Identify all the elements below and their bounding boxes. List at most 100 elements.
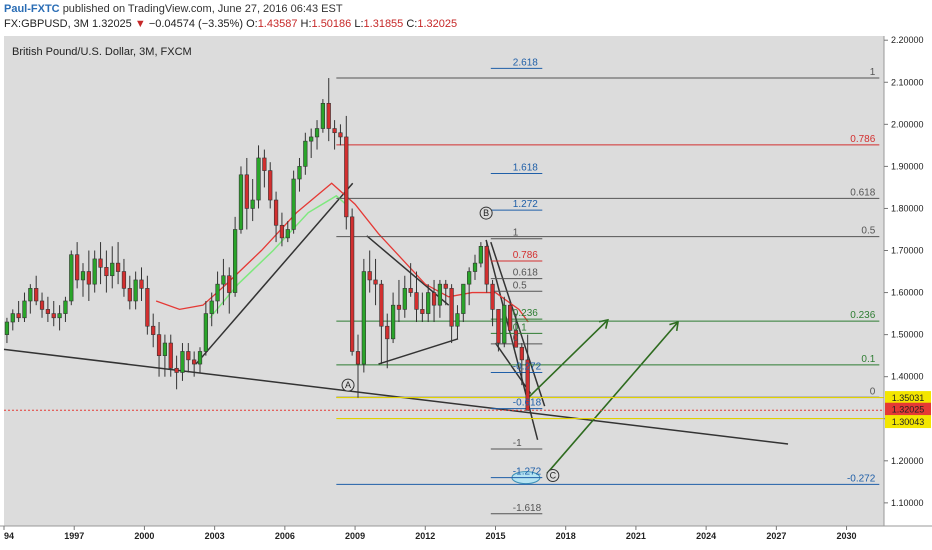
candle-body <box>461 283 466 314</box>
candle-body <box>233 229 238 293</box>
candle-body <box>215 283 220 302</box>
x-tick-label: 2018 <box>556 531 576 541</box>
price-tag-label: 1.35031 <box>892 393 925 403</box>
candle-body <box>69 254 74 302</box>
candle-body <box>519 346 524 361</box>
candle-body <box>209 300 214 314</box>
fib-ext-label: 0.1 <box>513 322 527 333</box>
rising-trendline <box>195 182 354 365</box>
fib-ext-label: -0.618 <box>513 398 542 409</box>
candle-body <box>75 254 80 281</box>
published-text: published on TradingView.com, June 27, 2… <box>62 3 343 15</box>
candle-body <box>332 128 337 134</box>
candle-body <box>262 157 267 171</box>
x-axis[interactable]: 94 1997 2000 2003 2006 2009 2012 2015 2018 2021 20… <box>3 526 857 541</box>
high-value: 1.50186 <box>311 18 352 30</box>
candle-body <box>513 330 519 348</box>
candle-body <box>443 283 448 289</box>
candle-body <box>420 309 425 314</box>
x-tick-label: 2000 <box>134 531 154 541</box>
y-tick-label: 1.80000 <box>891 203 924 213</box>
candle-body <box>110 262 115 277</box>
candle-body <box>197 351 203 365</box>
candle-body <box>80 271 86 281</box>
x-tick-label: 2006 <box>275 531 295 541</box>
x-tick-label: 2024 <box>696 531 716 541</box>
candle-body <box>314 128 320 138</box>
price-tag-label: 1.30043 <box>892 417 925 427</box>
candle-body <box>28 288 33 302</box>
y-tick-label: 1.20000 <box>891 456 924 466</box>
candle-body <box>338 132 343 138</box>
fib-ext-label: 0 <box>513 333 519 344</box>
y-axis[interactable]: 2.20000 2.10000 2.00000 1.90000 1.80000 1.700… <box>884 35 924 508</box>
candle-body <box>238 174 244 230</box>
y-tick-label: 2.00000 <box>891 119 924 129</box>
candle-body <box>320 102 325 129</box>
x-tick-label: 2030 <box>837 531 857 541</box>
candle-body <box>396 304 402 310</box>
candle-body <box>408 288 413 293</box>
candle-body <box>402 288 407 310</box>
x-tick-label: 2003 <box>205 531 225 541</box>
y-tick-label: 2.10000 <box>891 77 924 87</box>
candle-body <box>139 279 144 289</box>
price-tag-label: 1.32025 <box>892 405 925 415</box>
candle-body <box>121 271 127 289</box>
author-name[interactable]: Paul-FXTC <box>4 3 60 15</box>
candle-body <box>350 216 355 352</box>
candle-body <box>244 174 249 209</box>
publish-line: Paul-FXTC published on TradingView.com, … <box>4 3 343 15</box>
candle-body <box>478 246 483 264</box>
low-value: 1.31855 <box>363 18 404 30</box>
x-tick-label: 94 <box>4 531 14 541</box>
labels-layer: 10.7860.6180.50.2360.10-0.2722.6181.6181… <box>341 57 876 514</box>
candle-body <box>133 279 138 302</box>
candle-body <box>309 136 314 142</box>
candle-body <box>355 351 361 365</box>
price-tag-box <box>885 391 931 405</box>
candle-body <box>22 300 27 319</box>
fib-level-label: 1 <box>870 67 876 78</box>
candle-body <box>379 283 384 327</box>
plot-area[interactable] <box>4 36 884 526</box>
point-label-b: B <box>483 208 489 218</box>
candle-body <box>496 309 501 344</box>
ma-red-line <box>155 182 529 323</box>
chart-title: British Pound/U.S. Dollar, 3M, FXCM <box>12 46 192 58</box>
close-label: C: <box>406 18 418 30</box>
change-value: −0.04574 (−3.35%) <box>148 18 243 30</box>
fib-ext-label: 0.786 <box>513 250 538 261</box>
high-label: H: <box>300 18 312 30</box>
fib-level-label: -0.272 <box>847 473 876 484</box>
y-tick-label: 1.10000 <box>891 498 924 508</box>
fib-ext-label: -1.272 <box>513 467 542 478</box>
candle-body <box>162 342 168 356</box>
price-chart[interactable]: 10.7860.6180.50.2360.10-0.2722.6181.6181… <box>0 34 932 550</box>
fib-ext-label: 1 <box>513 228 519 239</box>
candle-body <box>174 367 179 373</box>
candle-body <box>104 267 109 277</box>
projection-arrow-2-head <box>669 320 680 332</box>
candle-body <box>467 271 472 285</box>
candle-body <box>4 321 10 335</box>
candle-body <box>268 170 273 201</box>
wedge-right-line <box>490 241 546 407</box>
candle-body <box>250 199 255 209</box>
candle-body <box>385 325 390 340</box>
open-value: 1.43587 <box>257 18 298 30</box>
point-label-c: C <box>550 471 557 481</box>
price-tags: 1.35031 1.32025 1.30043 <box>885 391 931 429</box>
candle-body <box>273 199 279 226</box>
x-tick-label: 2027 <box>766 531 786 541</box>
y-tick-label: 1.40000 <box>891 372 924 382</box>
fib-levels-layer <box>4 67 884 515</box>
fib-level-label: 0 <box>870 386 876 397</box>
candle-body <box>285 229 290 239</box>
y-tick-label: 1.50000 <box>891 330 924 340</box>
candle-body <box>168 342 173 369</box>
candle-body <box>221 275 226 285</box>
candle-body <box>151 325 156 335</box>
fib-level-label: 0.236 <box>850 310 875 321</box>
candle-body <box>390 304 396 340</box>
